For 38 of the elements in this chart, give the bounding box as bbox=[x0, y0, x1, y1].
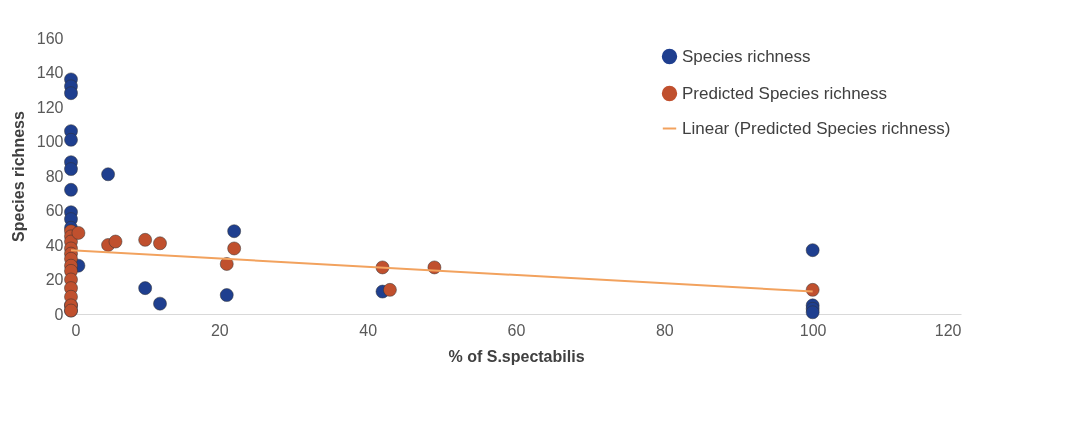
point bbox=[64, 133, 78, 147]
y-tick-label: 40 bbox=[45, 236, 64, 254]
point bbox=[219, 288, 234, 302]
x-tick-label: 80 bbox=[655, 321, 674, 339]
point bbox=[805, 305, 820, 320]
point bbox=[64, 162, 78, 176]
point bbox=[101, 167, 115, 182]
y-tick-label: 140 bbox=[36, 64, 64, 81]
point bbox=[153, 236, 167, 251]
x-tick-label: 120 bbox=[934, 321, 962, 339]
point bbox=[153, 296, 167, 311]
point bbox=[64, 86, 78, 100]
point bbox=[383, 283, 397, 297]
y-tick-label: 0 bbox=[54, 305, 64, 323]
point bbox=[71, 226, 86, 240]
point bbox=[138, 281, 152, 295]
legend-label: Linear (Predicted Species richness) bbox=[682, 118, 951, 138]
y-axis-title: Species richness bbox=[9, 111, 27, 242]
x-tick-label: 60 bbox=[507, 321, 526, 339]
x-tick-label: 0 bbox=[71, 321, 81, 339]
y-tick-label: 160 bbox=[36, 29, 64, 47]
point bbox=[227, 224, 241, 238]
point bbox=[138, 233, 152, 247]
legend-label: Species richness bbox=[682, 46, 811, 66]
y-tick-label: 120 bbox=[36, 98, 64, 116]
x-tick-label: 40 bbox=[359, 321, 378, 339]
point bbox=[227, 241, 241, 256]
x-tick-label: 100 bbox=[799, 321, 827, 339]
y-tick-label: 60 bbox=[45, 202, 64, 219]
y-tick-label: 100 bbox=[36, 133, 64, 150]
x-axis-title: % of S.spectabilis bbox=[448, 347, 585, 365]
y-tick-label: 20 bbox=[45, 271, 64, 288]
x-tick-label: 20 bbox=[210, 321, 229, 339]
point bbox=[64, 183, 78, 197]
point bbox=[108, 234, 123, 249]
y-tick-label: 80 bbox=[45, 167, 64, 185]
point bbox=[805, 243, 820, 257]
legend-label: Predicted Species richness bbox=[682, 83, 888, 103]
